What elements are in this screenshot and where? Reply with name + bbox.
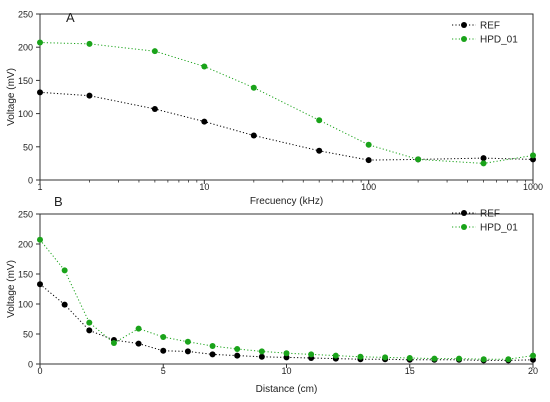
data-point: [184, 338, 191, 345]
y-tick-label: 100: [18, 109, 33, 119]
data-point: [234, 346, 241, 352]
legend-label: REF: [480, 21, 500, 32]
y-tick-label: 0: [28, 176, 33, 186]
data-point: [86, 327, 93, 334]
y-tick-label: 150: [18, 270, 33, 280]
x-tick-label: 1000: [523, 182, 543, 192]
data-point: [234, 352, 241, 359]
data-point: [357, 353, 364, 360]
y-axis-label: Voltage (mV): [6, 68, 17, 126]
legend-label: HPD_01: [480, 223, 518, 234]
y-tick-label: 50: [23, 330, 33, 340]
data-point: [283, 354, 290, 361]
data-point: [308, 351, 315, 358]
legend-marker: [461, 36, 467, 42]
panel-label: B: [54, 194, 63, 209]
series-ref: [37, 89, 536, 164]
x-tick-label: 0: [37, 366, 42, 376]
data-point: [37, 89, 43, 96]
data-point: [201, 63, 208, 70]
data-point: [151, 105, 158, 112]
x-axis-label: Distance (cm): [256, 384, 318, 395]
data-point: [283, 350, 290, 357]
data-point: [86, 40, 93, 47]
data-point: [61, 267, 68, 274]
data-point: [209, 351, 216, 358]
legend-marker: [461, 22, 467, 28]
legend: REF HPD_01: [452, 21, 518, 46]
series-line: [39, 283, 534, 361]
data-point: [415, 156, 422, 163]
data-point: [258, 348, 265, 355]
y-tick-label: 200: [18, 240, 33, 250]
data-point: [160, 347, 167, 354]
data-point: [135, 325, 142, 332]
data-point: [250, 132, 257, 139]
y-tick-label: 250: [18, 210, 33, 220]
data-point: [86, 319, 93, 326]
panel-a: 0 50 100 150 200 250 1 10 100 1000 Frecuency (kHz)…: [6, 10, 543, 208]
data-point: [37, 281, 43, 288]
x-tick-label: 10: [281, 366, 291, 376]
data-point: [456, 355, 463, 362]
data-point: [530, 152, 536, 159]
data-point: [160, 334, 167, 340]
panel-b: 0 50 100 150 200 250 0 5 10 15 20 Distance (cm) Volt…: [6, 194, 538, 395]
data-point: [110, 340, 117, 346]
data-point: [37, 236, 43, 243]
data-point: [184, 348, 191, 355]
data-point: [530, 356, 536, 363]
y-tick-label: 200: [18, 43, 33, 53]
x-axis-label: Frecuency (kHz): [250, 196, 323, 207]
legend-label: HPD_01: [480, 35, 518, 46]
plot-frame: [39, 13, 534, 181]
x-tick-label: 20: [528, 366, 538, 376]
data-point: [480, 160, 487, 167]
y-tick-label: 150: [18, 76, 33, 86]
data-point: [505, 356, 512, 363]
y-tick-label: 50: [23, 142, 33, 152]
data-point: [151, 48, 158, 55]
legend-marker: [461, 224, 467, 230]
data-point: [250, 84, 257, 91]
data-point: [316, 117, 323, 124]
data-point: [316, 147, 323, 154]
data-point: [209, 343, 216, 349]
panel-label: A: [66, 10, 75, 25]
y-tick-label: 250: [18, 10, 33, 20]
data-point: [480, 155, 487, 162]
series-line: [39, 91, 534, 161]
data-point: [258, 353, 265, 360]
series-hpd-01: [37, 39, 536, 167]
x-tick-label: 100: [361, 182, 376, 192]
data-point: [382, 354, 389, 361]
legend-label: REF: [480, 209, 500, 220]
x-tick-label: 1: [37, 182, 42, 192]
legend-marker: [461, 210, 467, 216]
x-tick-label: 5: [161, 366, 166, 376]
data-point: [480, 356, 487, 363]
data-point: [431, 355, 438, 362]
data-point: [37, 39, 43, 46]
data-point: [86, 92, 93, 99]
x-tick-label: 10: [199, 182, 209, 192]
data-point: [332, 352, 339, 359]
y-axis-label: Voltage (mV): [6, 260, 17, 318]
x-tick-label: 15: [405, 366, 415, 376]
data-point: [201, 118, 208, 125]
data-point: [135, 340, 142, 347]
data-point: [406, 355, 413, 361]
legend: REF HPD_01: [452, 209, 518, 234]
y-tick-label: 0: [28, 360, 33, 370]
data-point: [365, 141, 372, 148]
series-hpd-01: [37, 236, 536, 363]
y-tick-label: 100: [18, 300, 33, 310]
data-point: [365, 157, 372, 164]
series-line: [39, 42, 534, 164]
data-point: [530, 352, 536, 359]
data-point: [61, 301, 68, 308]
